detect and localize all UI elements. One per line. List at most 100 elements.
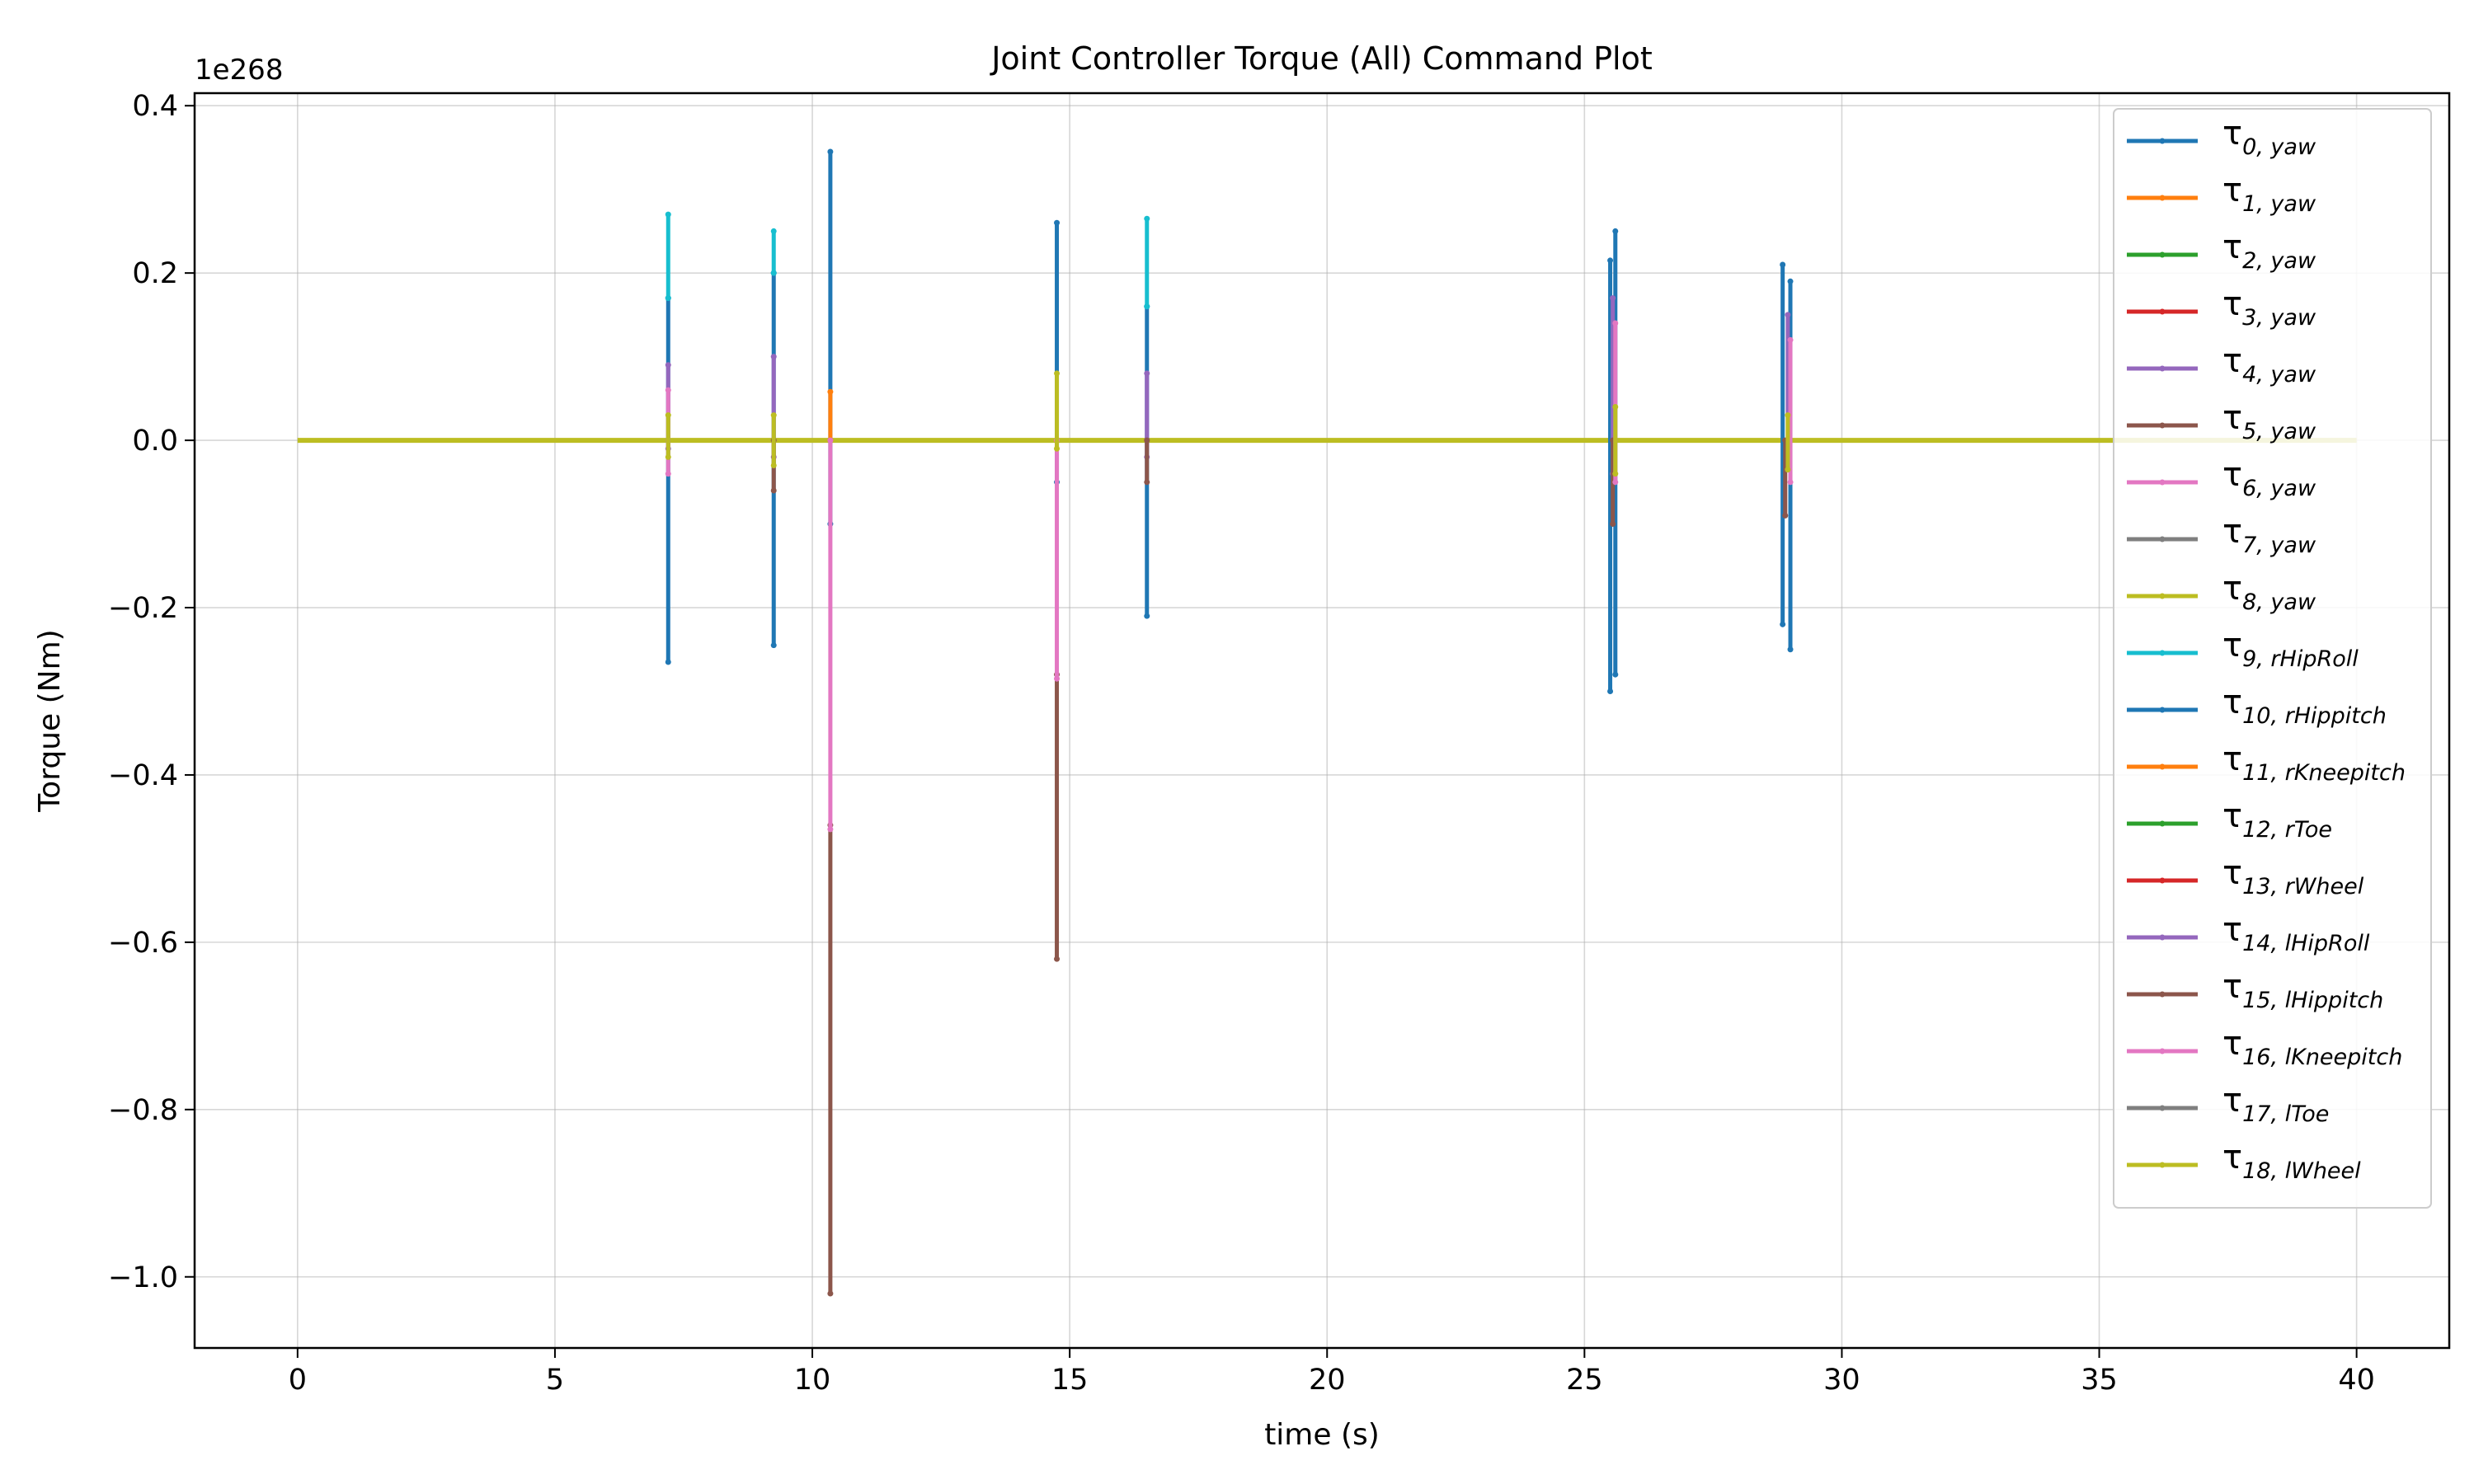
series-5-point xyxy=(1144,479,1150,486)
x-tick-label: 40 xyxy=(2338,1364,2375,1397)
y-tick-label: −1.0 xyxy=(108,1261,178,1294)
series-6-point xyxy=(665,387,671,393)
series-9-line xyxy=(665,211,1150,310)
series-8-point xyxy=(1785,467,1791,473)
series-6-point xyxy=(1612,320,1619,326)
series-0-point xyxy=(1787,278,1794,284)
series-5-point xyxy=(1144,437,1150,444)
series-8-point xyxy=(665,412,671,419)
legend-label: τ7, yaw xyxy=(2222,513,2316,558)
series-0-point xyxy=(1607,688,1614,694)
legend-label: τ8, yaw xyxy=(2222,570,2316,615)
legend-label: τ9, rHipRoll xyxy=(2222,627,2359,672)
plot-data xyxy=(297,148,2357,1297)
series-0-point xyxy=(1780,621,1786,627)
legend-label: τ2, yaw xyxy=(2222,228,2316,274)
series-0-point xyxy=(770,642,777,649)
plot-frame xyxy=(193,92,2451,1350)
x-tick-label: 5 xyxy=(546,1364,564,1397)
y-tick-label: 0.0 xyxy=(132,425,178,458)
legend-label: τ0, yaw xyxy=(2222,115,2316,160)
legend-swatch-marker xyxy=(2159,479,2166,486)
x-tick-label: 15 xyxy=(1051,1364,1089,1397)
series-16-point xyxy=(827,826,834,833)
x-axis-label: time (s) xyxy=(1264,1418,1380,1452)
series-0-point xyxy=(1144,613,1150,619)
legend-swatch-marker xyxy=(2159,251,2166,258)
legend-label: τ11, rKneepitch xyxy=(2222,740,2406,786)
legend-swatch-marker xyxy=(2159,138,2166,144)
series-8-line xyxy=(665,404,1791,477)
x-tick-label: 30 xyxy=(1823,1364,1860,1397)
series-0-point xyxy=(1787,646,1794,653)
legend-label: τ18, lWheel xyxy=(2222,1139,2361,1184)
legend-swatch-marker xyxy=(2159,820,2166,827)
series-9-point xyxy=(1144,303,1150,310)
series-16-point xyxy=(1054,675,1061,682)
legend-label: τ6, yaw xyxy=(2222,456,2316,501)
series-8-point xyxy=(665,453,671,460)
legend-swatch-marker xyxy=(2159,1105,2166,1111)
legend-label: τ5, yaw xyxy=(2222,399,2316,444)
legend-swatch-marker xyxy=(2159,1162,2166,1168)
axis-ticks: 0 5 10 15 20 25 30 35 40 0.4 0.2 0.0 −0.2 −0.4 −0.6 −0.… xyxy=(108,90,2375,1397)
series-5-point xyxy=(1610,521,1616,528)
series-4-point xyxy=(1610,295,1616,302)
series-5-point xyxy=(1782,512,1789,519)
legend-swatch-marker xyxy=(2159,195,2166,201)
series-8-point xyxy=(770,412,777,419)
x-tick-label: 0 xyxy=(289,1364,307,1397)
legend-swatch-marker xyxy=(2159,877,2166,884)
series-0-point xyxy=(665,659,671,665)
legend-swatch-marker xyxy=(2159,707,2166,713)
series-9-point xyxy=(665,211,671,218)
series-0-point xyxy=(827,148,834,155)
legend-swatch-marker xyxy=(2159,763,2166,770)
series-8-point xyxy=(770,463,777,469)
series-0-point xyxy=(1054,219,1061,226)
series-8-point xyxy=(1612,471,1619,477)
legend-label: τ3, yaw xyxy=(2222,285,2316,331)
series-9-point xyxy=(770,228,777,234)
series-15-point xyxy=(827,1290,834,1297)
y-tick-label: −0.6 xyxy=(108,927,178,960)
y-offset-label: 1e268 xyxy=(195,54,283,87)
series-6-point xyxy=(1787,336,1794,343)
legend-swatch-marker xyxy=(2159,934,2166,941)
series-1-point xyxy=(827,388,834,395)
legend-swatch-marker xyxy=(2159,650,2166,656)
legend-label: τ10, rHippitch xyxy=(2222,683,2387,729)
y-tick-label: −0.2 xyxy=(108,592,178,625)
series-4-point xyxy=(665,362,671,369)
series-0-point xyxy=(1780,261,1786,268)
series-0-point xyxy=(1612,228,1619,234)
y-tick-label: −0.8 xyxy=(108,1094,178,1127)
legend-label: τ15, lHippitch xyxy=(2222,968,2383,1013)
series-0-point xyxy=(1612,671,1619,678)
series-0-point xyxy=(1607,257,1614,264)
series-18-point xyxy=(1054,370,1061,377)
series-8-point xyxy=(1785,412,1791,419)
y-axis-label: Torque (Nm) xyxy=(33,629,67,812)
legend-label: τ13, rWheel xyxy=(2222,854,2364,899)
series-18-point xyxy=(1054,445,1061,452)
series-16-point xyxy=(827,437,834,444)
chart-title: Joint Controller Torque (All) Command Pl… xyxy=(990,40,1653,77)
legend-label: τ12, rToe xyxy=(2222,797,2332,843)
legend-swatch-marker xyxy=(2159,365,2166,372)
series-5-point xyxy=(770,487,777,494)
legend: τ0, yaw τ1, yaw τ2, yaw τ3, yaw τ4, yaw τ5, y… xyxy=(2113,108,2432,1209)
legend-swatch-marker xyxy=(2159,593,2166,599)
legend-label: τ4, yaw xyxy=(2222,342,2316,387)
x-tick-label: 20 xyxy=(1309,1364,1346,1397)
y-tick-label: 0.2 xyxy=(132,257,178,290)
legend-label: τ1, yaw xyxy=(2222,171,2316,217)
legend-label: τ16, lKneepitch xyxy=(2222,1025,2402,1070)
x-tick-label: 10 xyxy=(794,1364,831,1397)
x-tick-label: 25 xyxy=(1566,1364,1603,1397)
legend-swatch-marker xyxy=(2159,422,2166,429)
series-4-point xyxy=(1144,370,1150,377)
legend-swatch-marker xyxy=(2159,536,2166,542)
